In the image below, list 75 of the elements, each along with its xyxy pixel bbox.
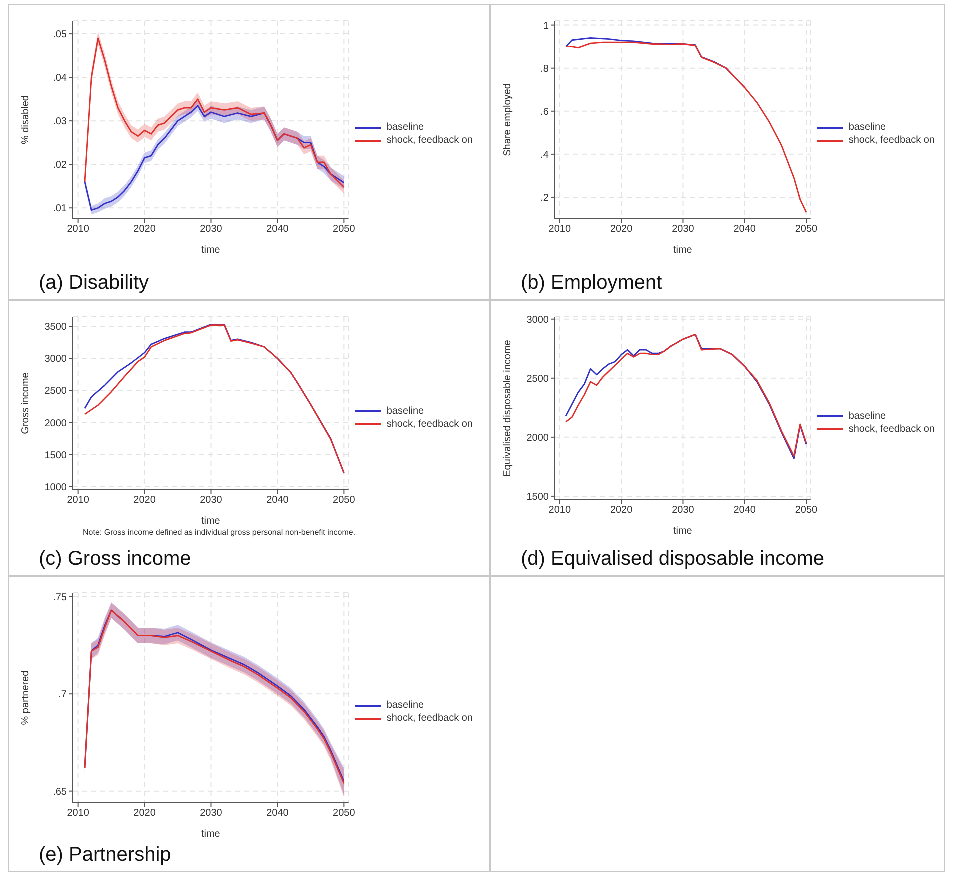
y-tick-label: 3000 xyxy=(526,314,550,326)
y-tick-label: 2500 xyxy=(526,374,550,385)
x-tick-label: 2040 xyxy=(266,808,290,820)
text: (d) Equivalised disposable income xyxy=(521,548,824,571)
y-axis-title: Share employed xyxy=(502,84,514,156)
text: (e) Partnership xyxy=(39,844,172,867)
x-tick-label: 2010 xyxy=(548,224,572,236)
y-tick-label: 1 xyxy=(543,20,550,32)
y-tick-label: 3500 xyxy=(44,322,68,334)
legend-label: shock, feedback on xyxy=(386,713,473,724)
y-axis-title: % disabled xyxy=(20,96,32,144)
x-tick-label: 2020 xyxy=(610,224,634,236)
y-tick-label: 3000 xyxy=(44,354,68,366)
x-tick-label: 2050 xyxy=(333,495,356,506)
x-tick-label: 2030 xyxy=(200,808,223,820)
x-axis-title: time xyxy=(201,829,221,840)
text: (b) Employment xyxy=(521,272,662,295)
x-tick-label: 2050 xyxy=(795,224,818,236)
y-tick-label: .6 xyxy=(540,106,550,118)
y-tick-label: 1500 xyxy=(44,450,68,462)
x-tick-label: 2050 xyxy=(795,505,818,516)
x-tick-label: 2040 xyxy=(266,224,290,236)
line-series xyxy=(565,42,808,214)
x-tick-label: 2030 xyxy=(200,495,223,506)
legend-label: baseline xyxy=(386,406,424,416)
y-axis-title: Gross income xyxy=(20,372,32,434)
legend-label: baseline xyxy=(386,700,424,711)
legend-label: shock, feedback on xyxy=(848,135,935,146)
x-tick-label: 2050 xyxy=(333,224,356,236)
x-tick-label: 2020 xyxy=(134,224,156,236)
y-tick-label: .2 xyxy=(540,193,550,204)
legend-label: shock, feedback on xyxy=(848,424,935,434)
x-tick-label: 2040 xyxy=(734,505,756,516)
y-tick-label: .02 xyxy=(53,160,68,172)
y-tick-label: 2500 xyxy=(44,386,68,398)
y-tick-label: .05 xyxy=(53,30,68,41)
y-tick-label: .03 xyxy=(53,116,68,128)
x-tick-label: 2020 xyxy=(610,505,634,516)
y-axis-title: Equivalised disposable income xyxy=(502,340,514,477)
x-axis-title: time xyxy=(201,245,221,256)
text: (c) Gross income xyxy=(39,548,192,571)
y-axis-title: % partnered xyxy=(20,670,32,726)
x-tick-label: 2010 xyxy=(67,495,90,506)
legend-label: baseline xyxy=(848,410,886,422)
x-tick-label: 2010 xyxy=(548,505,572,516)
legend-label: shock, feedback on xyxy=(386,135,473,146)
y-tick-label: .8 xyxy=(540,64,550,75)
x-tick-label: 2050 xyxy=(333,808,356,820)
y-tick-label: 2000 xyxy=(44,418,68,430)
legend-label: baseline xyxy=(848,122,886,133)
x-axis-title: time xyxy=(201,516,221,527)
y-tick-label: 1500 xyxy=(526,492,550,504)
x-tick-label: 2040 xyxy=(266,495,290,506)
x-tick-label: 2030 xyxy=(200,224,223,236)
x-tick-label: 2040 xyxy=(734,224,756,236)
text: Note: Gross income defined as individual gross personal non-benefit income. xyxy=(83,528,357,537)
y-tick-label: .65 xyxy=(53,786,68,798)
y-tick-label: .4 xyxy=(540,150,550,161)
x-tick-label: 2030 xyxy=(672,505,695,516)
x-tick-label: 2030 xyxy=(672,224,695,236)
y-tick-label: .01 xyxy=(53,204,68,215)
y-tick-label: 2000 xyxy=(526,432,550,444)
x-tick-label: 2020 xyxy=(134,495,156,506)
text: (a) Disability xyxy=(39,272,150,295)
y-tick-label: .75 xyxy=(53,592,68,604)
legend-label: baseline xyxy=(386,122,424,133)
x-tick-label: 2010 xyxy=(67,808,90,820)
x-axis-title: time xyxy=(673,245,693,256)
y-tick-label: .7 xyxy=(58,690,68,701)
x-axis-title: time xyxy=(673,526,693,537)
legend-label: shock, feedback on xyxy=(386,418,473,430)
y-tick-label: .04 xyxy=(53,73,68,84)
y-tick-label: 1000 xyxy=(44,482,68,494)
x-tick-label: 2010 xyxy=(67,224,90,236)
x-tick-label: 2020 xyxy=(134,808,156,820)
